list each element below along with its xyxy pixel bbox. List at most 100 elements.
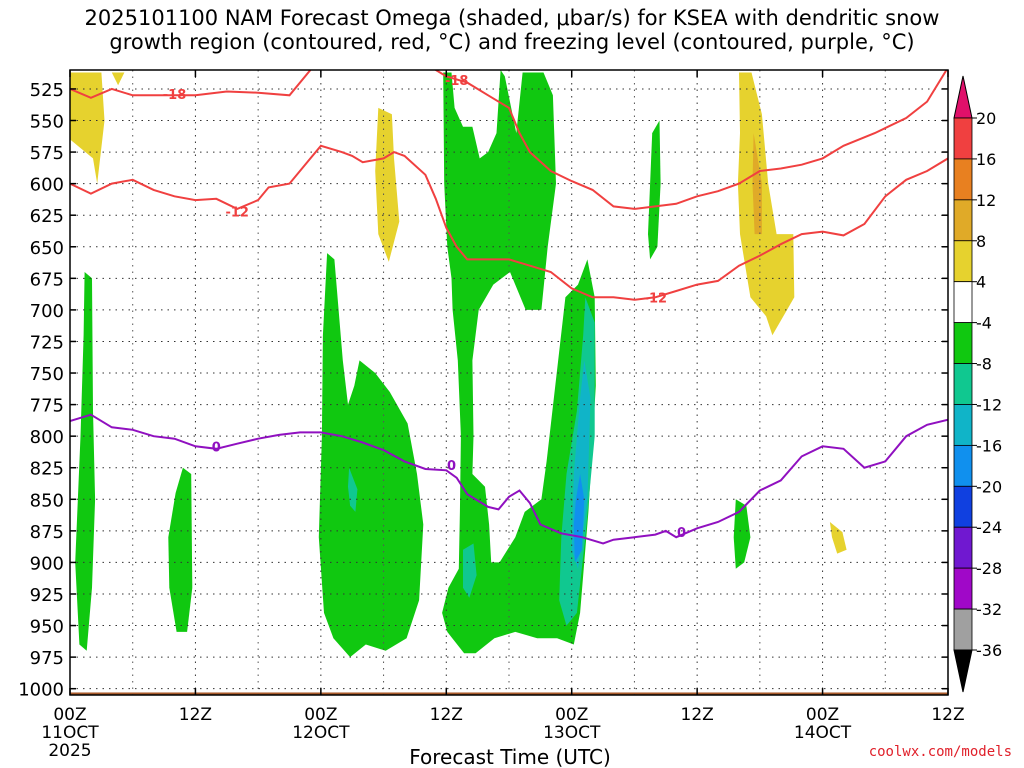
- chart-title-line1: 2025101100 NAM Forecast Omega (shaded, μ…: [84, 6, 940, 30]
- y-tick-label: 950: [30, 617, 64, 638]
- colorbar-bin: [953, 363, 973, 405]
- colorbar-label: 4: [976, 273, 986, 292]
- y-tick-label: 925: [30, 585, 64, 606]
- y-tick-label: 1000: [18, 680, 64, 701]
- x-tick-label: 00Z: [555, 705, 588, 725]
- y-tick-label: 775: [30, 396, 64, 417]
- colorbar-bin: [953, 485, 973, 528]
- colorbar-bin: [953, 158, 973, 201]
- contour-line-3: [70, 413, 948, 545]
- omega-region-4: [829, 522, 847, 554]
- colorbar-bin: [953, 608, 973, 651]
- colorbar-label: -32: [976, 600, 1002, 619]
- y-tick-label: 875: [30, 522, 64, 543]
- colorbar-label: 20: [976, 109, 996, 128]
- omega-region-16: [573, 474, 585, 563]
- contour-label: 0: [447, 459, 456, 474]
- colorbar-bin: [953, 526, 973, 569]
- x-axis-label: Forecast Time (UTC): [409, 745, 611, 768]
- colorbar-label: 12: [976, 191, 996, 210]
- x-tick-year: 2025: [48, 741, 91, 761]
- y-tick-label: 975: [30, 648, 64, 669]
- y-tick-label: 625: [30, 206, 64, 227]
- y-tick-label: 575: [30, 143, 64, 164]
- colorbar-bin: [953, 444, 973, 487]
- omega-region-13: [463, 543, 477, 598]
- terrain-layer: [70, 692, 948, 695]
- contour-lines: -18 -18 -12 -12 0 0 0: [70, 70, 948, 545]
- colorbar-bin: [953, 117, 973, 160]
- colorbar-bin: [953, 404, 973, 446]
- y-tick-label: 850: [30, 490, 64, 511]
- omega-region-10: [648, 120, 661, 260]
- colorbar-label: -8: [976, 355, 992, 374]
- y-tick-label: 600: [30, 175, 64, 196]
- contour-label: -12: [225, 205, 249, 220]
- x-tick-date: 11OCT: [41, 723, 99, 743]
- x-tick-date: 14OCT: [794, 723, 852, 743]
- omega-region-11: [733, 499, 751, 569]
- omega-region-2: [375, 107, 400, 262]
- y-axis-ticks: 525 550 575 600 625 650 675 700 725 750 775 800 825 8…: [18, 80, 948, 701]
- colorbar-label: 16: [976, 150, 996, 169]
- y-tick-label: 750: [30, 364, 64, 385]
- y-tick-label: 550: [30, 112, 64, 133]
- y-tick-label: 525: [30, 80, 64, 101]
- omega-region-6: [75, 272, 96, 651]
- colorbar-bin: [953, 281, 973, 324]
- contour-label: -12: [644, 291, 668, 306]
- contour-line-1: [433, 70, 948, 210]
- terrain-strip: [70, 692, 948, 695]
- x-tick-label: 00Z: [304, 705, 337, 725]
- y-tick-label: 825: [30, 459, 64, 480]
- colorbar-label: -12: [976, 395, 1002, 414]
- chart-title-line2: growth region (contoured, red, °C) and f…: [109, 30, 915, 54]
- x-tick-date: 13OCT: [543, 723, 601, 743]
- y-tick-label: 900: [30, 553, 64, 574]
- omega-region-7: [168, 467, 193, 632]
- x-tick-label: 12Z: [681, 705, 714, 725]
- colorbar-bin: [953, 199, 973, 242]
- colorbar-label: -20: [976, 477, 1002, 496]
- credit-text[interactable]: coolwx.com/models: [868, 744, 1012, 760]
- colorbar-bin: [953, 567, 973, 610]
- omega-region-12: [348, 467, 358, 512]
- colorbar-bottom-arrow: [953, 649, 973, 693]
- colorbar-label: -4: [976, 314, 992, 333]
- omega-region-3: [737, 72, 795, 336]
- colorbar-label: 8: [976, 232, 986, 251]
- y-tick-label: 800: [30, 427, 64, 448]
- omega-region-5: [752, 133, 762, 235]
- colorbar-bin: [953, 240, 973, 283]
- colorbar-label: -36: [976, 641, 1002, 660]
- omega-region-8: [318, 253, 424, 658]
- y-tick-label: 700: [30, 301, 64, 322]
- contour-label: -18: [445, 74, 469, 89]
- x-tick-date: 12OCT: [292, 723, 350, 743]
- omega-region-9: [442, 70, 596, 654]
- omega-region-0: [70, 72, 105, 184]
- colorbar-label: -28: [976, 559, 1002, 578]
- x-tick-label: 12Z: [931, 705, 964, 725]
- colorbar-top-arrow: [953, 75, 973, 119]
- colorbar: 20 16 12 8 4 -4 -8 -12 -16 -20 -24 -28 -32 -36: [953, 75, 1002, 693]
- contour-label: -18: [163, 88, 187, 103]
- x-tick-label: 00Z: [806, 705, 839, 725]
- contour-line-2: [70, 144, 948, 301]
- y-tick-label: 675: [30, 269, 64, 290]
- y-tick-label: 725: [30, 332, 64, 353]
- contour-label: 0: [212, 440, 221, 455]
- y-tick-label: 650: [30, 238, 64, 259]
- x-tick-label: 00Z: [53, 705, 86, 725]
- x-tick-label: 12Z: [430, 705, 463, 725]
- contour-label: 0: [677, 526, 686, 541]
- plot-frame: [69, 69, 949, 696]
- colorbar-label: -16: [976, 436, 1002, 455]
- x-tick-label: 12Z: [179, 705, 212, 725]
- colorbar-bin: [953, 322, 973, 364]
- omega-region-1: [111, 72, 125, 86]
- contour-line-0: [70, 70, 312, 99]
- omega-shading: [70, 70, 847, 658]
